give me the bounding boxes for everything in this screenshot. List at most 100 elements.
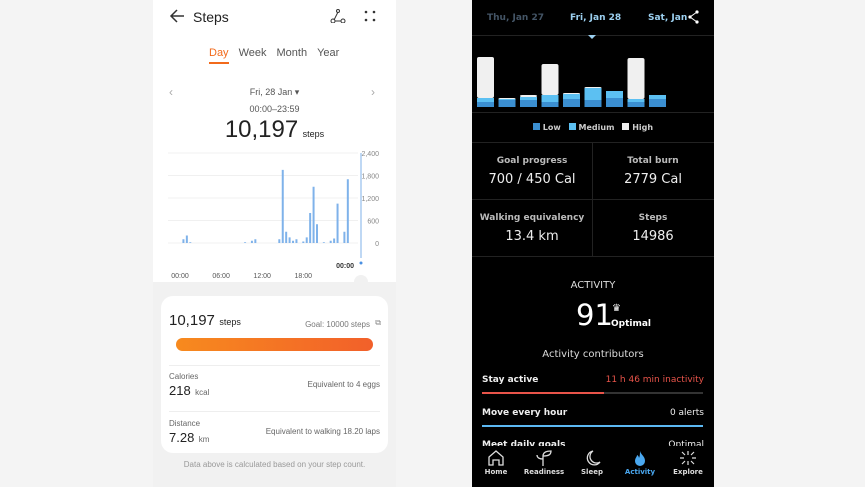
date-current[interactable]: Fri, Jan 28: [570, 13, 622, 23]
cursor-dot: [359, 261, 363, 265]
bottom-nav: Home Readiness Sleep Activity Explore: [472, 446, 714, 487]
nav-home[interactable]: Home: [472, 450, 520, 476]
calories-value: 218: [169, 383, 191, 398]
step-bar: [281, 169, 284, 243]
activity-bar-high: [584, 87, 602, 88]
nav-label: Readiness: [523, 468, 565, 476]
contributor-value: Optimal: [668, 440, 704, 450]
activity-title: ACTIVITY: [570, 280, 616, 291]
activity-bar-low: [627, 102, 645, 107]
nav-label: Sleep: [581, 468, 603, 476]
distance: 7.28 km: [169, 429, 209, 447]
tab-year[interactable]: Year: [317, 47, 340, 59]
distance-value: 7.28: [169, 430, 195, 445]
contributor-bar: [482, 425, 703, 427]
contributor-value: 11 h 46 min inactivity: [605, 375, 704, 385]
date-selector[interactable]: Fri, 28 Jan ▾: [153, 87, 396, 98]
contributor-label: Stay active: [482, 375, 539, 385]
stat-goal-progress: Goal progress 700 / 450 Cal: [472, 156, 592, 187]
distance-unit: km: [198, 435, 210, 444]
sun-burst-icon: [680, 451, 696, 465]
step-bar: [288, 237, 291, 243]
date-next[interactable]: Sat, Jan: [648, 13, 688, 23]
step-bar: [295, 239, 298, 243]
activity-bar-low: [606, 98, 623, 107]
stat-label: Walking equivalency: [479, 213, 585, 223]
y-tick-label: 2,400: [361, 151, 379, 158]
oura-activity-screen: Thu, Jan 27 Fri, Jan 28 Sat, Jan Low Med…: [472, 0, 714, 487]
contributor-bar: [482, 392, 703, 394]
nav-label: Activity: [624, 468, 656, 476]
y-tick-label: 1,200: [361, 196, 379, 203]
step-bar: [302, 241, 305, 243]
step-bar: [305, 237, 308, 243]
prev-day-button[interactable]: ‹: [169, 85, 173, 99]
legend-medium-label: Medium: [578, 123, 615, 132]
y-tick-label: 1,800: [361, 174, 379, 181]
stat-steps: Steps 14986: [593, 213, 713, 244]
back-arrow-icon[interactable]: [169, 9, 185, 23]
step-bar: [316, 224, 318, 243]
activity-bar-medium: [627, 99, 645, 102]
step-bar: [309, 213, 312, 243]
home-icon: [488, 450, 504, 466]
nav-activity[interactable]: Activity: [616, 450, 664, 476]
steps-chart[interactable]: 2,400 1,800 1,200 600 0 00:00 00:00 06:00 12:00 1…: [153, 145, 396, 285]
share-icon[interactable]: [688, 10, 700, 24]
date-prev[interactable]: Thu, Jan 27: [487, 13, 544, 23]
nav-readiness[interactable]: Readiness: [520, 450, 568, 476]
activity-bar-medium: [520, 97, 537, 100]
period-tabs: Day Week Month Year: [209, 47, 339, 64]
distance-label: Distance: [169, 419, 201, 428]
contributor-bar-fill: [482, 392, 604, 394]
tab-day[interactable]: Day: [209, 47, 229, 64]
contributor-bar-fill: [482, 425, 703, 427]
activity-bar-medium: [477, 98, 494, 102]
footnote: Data above is calculated based on your s…: [183, 460, 366, 469]
edit-goal-icon[interactable]: ⧉: [375, 318, 381, 327]
nav-explore[interactable]: Explore: [664, 450, 712, 476]
legend-medium: Medium: [568, 123, 615, 132]
next-day-button[interactable]: ›: [371, 85, 375, 99]
activity-bar-medium: [649, 95, 666, 99]
summary-steps-value: 10,197: [169, 312, 215, 329]
step-bar: [322, 242, 325, 243]
stat-label: Steps: [638, 213, 668, 223]
activity-bar-low: [498, 100, 516, 107]
x-tick-label: 12:00: [253, 273, 271, 280]
divider: [169, 365, 380, 366]
score-label: Optimal: [611, 319, 652, 329]
activity-bar-low: [541, 102, 559, 107]
step-bar: [292, 240, 295, 243]
step-bar: [329, 240, 332, 243]
chart-legend: Low Medium High: [472, 123, 714, 132]
activity-chart: [477, 57, 666, 107]
tab-month[interactable]: Month: [276, 47, 308, 59]
nav-sleep[interactable]: Sleep: [568, 450, 616, 476]
step-bar: [250, 240, 253, 243]
activity-bar-medium: [584, 88, 602, 100]
divider: [472, 199, 714, 200]
activity-bar-medium: [541, 95, 559, 102]
selected-day-marker: [588, 35, 596, 39]
more-icon[interactable]: [364, 10, 376, 22]
tab-week[interactable]: Week: [238, 47, 267, 59]
calories-unit: kcal: [195, 388, 210, 397]
scrubber-handle[interactable]: [354, 275, 368, 285]
divider: [472, 256, 714, 257]
contributors-title: Activity contributors: [542, 349, 644, 360]
step-bar: [312, 186, 315, 243]
step-bar: [189, 242, 192, 243]
huawei-health-screen: Steps Day Week Month Year ‹ › Fri, 28 Ja…: [153, 0, 396, 487]
divider: [472, 142, 714, 143]
activity-bar-medium: [606, 91, 623, 98]
activity-score: 91: [576, 298, 613, 332]
y-tick-label: 0: [375, 241, 379, 248]
steps-value: 10,197: [224, 116, 299, 143]
stat-value: 14986: [632, 229, 674, 244]
share-route-icon[interactable]: [330, 9, 346, 23]
divider: [169, 411, 380, 412]
page-title: Steps: [193, 9, 229, 25]
x-tick-label: 06:00: [212, 273, 230, 280]
summary-steps: 10,197 steps: [169, 312, 241, 330]
